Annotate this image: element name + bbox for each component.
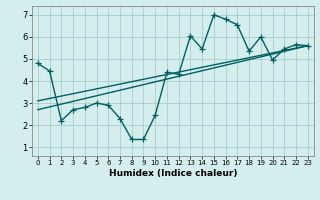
X-axis label: Humidex (Indice chaleur): Humidex (Indice chaleur) — [108, 169, 237, 178]
